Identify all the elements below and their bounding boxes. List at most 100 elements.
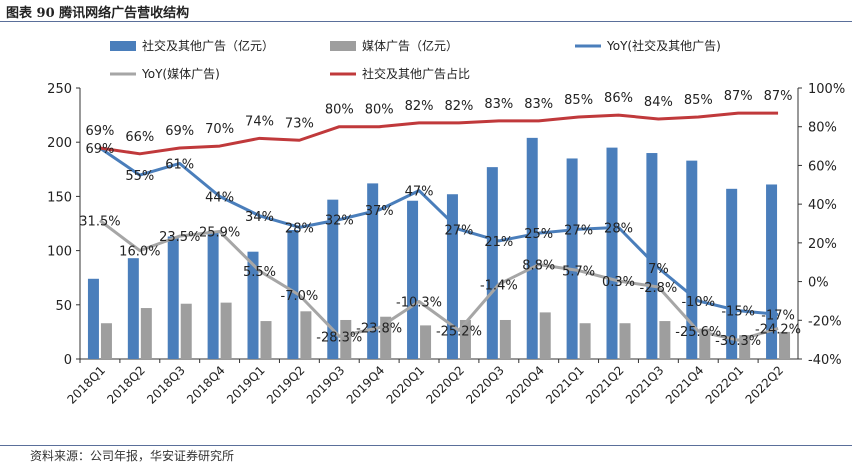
label-media-yoy: -10.3% [396, 296, 442, 311]
label-social-yoy: 28% [285, 221, 314, 236]
label-media-yoy: 8.8% [522, 259, 555, 274]
bar-social [766, 184, 778, 359]
x-tick-label: 2020Q4 [503, 363, 547, 407]
label-media-yoy: 31.5% [79, 215, 120, 230]
chart: 社交及其他广告（亿元） 媒体广告（亿元） YoY(社交及其他广告) YoY(媒体广告)… [47, 38, 845, 407]
label-social-share: 86% [604, 91, 633, 106]
title-rule [0, 21, 852, 22]
x-tick-label: 2021Q3 [623, 363, 667, 407]
label-social-yoy: 69% [85, 142, 114, 157]
left-tick-label: 50 [55, 299, 72, 314]
right-tick-label: 100% [808, 82, 845, 97]
bar-media [140, 308, 152, 359]
left-tick-label: 200 [47, 136, 72, 151]
bar-social [606, 147, 618, 359]
label-social-share: 80% [365, 103, 394, 118]
label-social-share: 87% [724, 89, 753, 104]
x-tick-label: 2019Q3 [304, 363, 348, 407]
bar-media [220, 302, 232, 359]
bar-social [526, 137, 538, 359]
x-tick-label: 2020Q1 [384, 363, 428, 407]
label-social-yoy: 47% [405, 185, 434, 200]
bar-media [300, 311, 312, 359]
legend-label-2: YoY(社交及其他广告) [606, 38, 721, 53]
bar-social [327, 199, 339, 359]
label-social-yoy: 55% [125, 169, 154, 184]
label-social-share: 73% [285, 116, 314, 131]
label-social-yoy: 32% [325, 214, 354, 229]
legend-swatch-1 [330, 41, 356, 51]
x-tick-label: 2021Q4 [663, 363, 707, 407]
x-tick-label: 2018Q1 [64, 363, 108, 407]
label-social-share: 69% [165, 124, 194, 139]
bar-social [167, 236, 179, 359]
bar-media [779, 331, 791, 359]
label-media-yoy: 25.9% [199, 225, 240, 240]
legend-label-0: 社交及其他广告（亿元） [142, 38, 274, 53]
right-tick-label: 80% [808, 121, 837, 136]
bar-social [566, 158, 578, 359]
left-tick-label: 0 [64, 353, 72, 368]
bar-media [659, 321, 671, 359]
bar-social [127, 258, 139, 359]
x-tick-label: 2019Q1 [224, 363, 268, 407]
label-social-share: 85% [564, 93, 593, 108]
left-tick-label: 250 [47, 82, 72, 97]
bar-social [407, 200, 419, 359]
label-social-share: 74% [245, 114, 274, 129]
label-social-yoy: 28% [604, 221, 633, 236]
bar-media [420, 325, 432, 359]
label-social-yoy: 7% [648, 262, 669, 277]
x-tick-label: 2018Q4 [184, 363, 228, 407]
label-media-yoy: -28.3% [316, 330, 362, 345]
bar-social [686, 160, 698, 359]
x-tick-label: 2022Q1 [703, 363, 747, 407]
bar-media [380, 316, 392, 359]
label-media-yoy: -2.8% [640, 281, 678, 296]
label-social-yoy: 21% [484, 235, 513, 250]
legend-label-3: YoY(媒体广告) [141, 67, 220, 81]
bar-social [87, 278, 99, 359]
label-social-share: 85% [684, 93, 713, 108]
left-tick-label: 100 [47, 245, 72, 260]
label-social-yoy: 37% [365, 204, 394, 219]
line-social-share [99, 111, 779, 156]
label-media-yoy: -1.4% [480, 278, 518, 293]
x-tick-label: 2020Q3 [463, 363, 507, 407]
bar-social [726, 188, 738, 359]
label-social-yoy: 27% [444, 223, 473, 238]
label-media-yoy: -24.2% [755, 322, 801, 337]
line-social-yoy [99, 146, 779, 316]
bar-media [539, 312, 551, 359]
label-social-share: 69% [85, 124, 114, 139]
x-tick-label: 2019Q2 [264, 363, 308, 407]
label-social-share: 83% [524, 97, 553, 112]
right-tick-label: 60% [808, 159, 837, 174]
label-social-yoy: 27% [564, 223, 593, 238]
bar-social [207, 231, 219, 359]
label-media-yoy: 23.5% [159, 230, 200, 245]
label-social-yoy: 25% [524, 227, 553, 242]
bar-social [287, 230, 299, 359]
right-tick-label: 20% [808, 237, 837, 252]
label-social-share: 66% [125, 130, 154, 145]
label-social-share: 82% [444, 99, 473, 114]
label-social-share: 84% [644, 95, 673, 110]
bar-media [459, 319, 471, 359]
bar-media [100, 323, 112, 359]
x-tick-label: 2018Q3 [144, 363, 188, 407]
label-social-share: 70% [205, 122, 234, 137]
x-tick-label: 2018Q2 [104, 363, 148, 407]
label-social-yoy: -10% [681, 295, 715, 310]
bar-media [260, 321, 272, 359]
label-media-yoy: -25.2% [436, 324, 482, 339]
bar-media [739, 335, 751, 359]
label-media-yoy: -30.3% [715, 334, 761, 349]
label-social-yoy: -17% [761, 308, 795, 323]
legend-swatch-0 [110, 41, 136, 51]
label-social-share: 83% [484, 97, 513, 112]
label-social-share: 80% [325, 103, 354, 118]
bar-media [180, 303, 192, 359]
label-social-yoy: 44% [205, 190, 234, 205]
bar-media [579, 323, 591, 359]
